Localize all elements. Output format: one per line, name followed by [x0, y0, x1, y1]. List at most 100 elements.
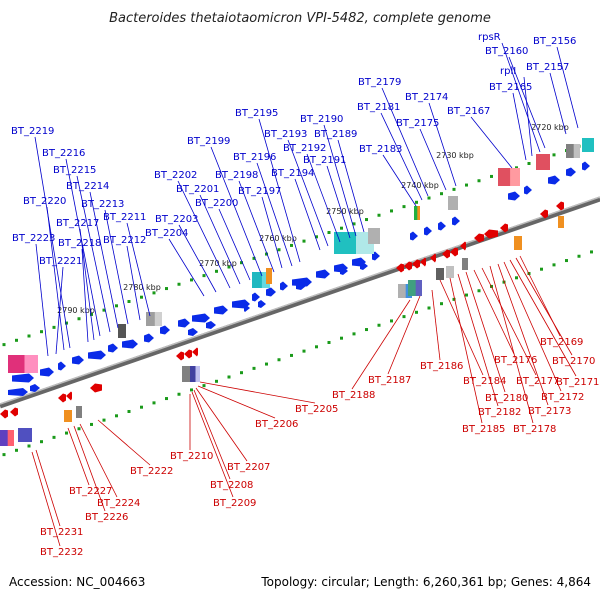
scale-label: 2720 kbp: [531, 123, 569, 132]
forward-gene-arrow: [252, 292, 260, 302]
tick-mark: [77, 317, 81, 321]
tick-mark: [552, 153, 556, 157]
leader-line: [67, 427, 90, 486]
leader-line: [556, 46, 579, 129]
reverse-gene-arrow: [90, 383, 102, 393]
tick-mark: [177, 392, 181, 396]
forward-gene-arrow: [244, 304, 250, 312]
tick-mark: [452, 297, 456, 301]
reverse-gene-label: BT_2170: [552, 356, 595, 367]
leader-line: [449, 277, 483, 424]
leader-line: [35, 449, 61, 527]
forward-gene-label: BT_2215: [53, 165, 96, 176]
tick-mark: [165, 287, 168, 291]
forward-gene-label: BT_2156: [533, 36, 576, 47]
backbone-highlight: [0, 196, 600, 405]
reverse-gene-arrow: [192, 347, 198, 357]
rna-block: [536, 154, 550, 170]
reverse-gene-label: BT_2172: [541, 392, 584, 403]
tick-mark: [127, 299, 131, 303]
rna-block: [266, 268, 272, 284]
tick-mark: [277, 248, 281, 252]
scale-label: 2780 kbp: [123, 283, 161, 292]
tick-mark: [515, 166, 518, 170]
tick-mark: [252, 366, 256, 370]
forward-gene-label: BT_2198: [215, 170, 258, 181]
pseudogene-block: [118, 324, 126, 338]
forward-gene-label: BT_2189: [314, 129, 357, 140]
leader-line: [351, 299, 411, 390]
tick-mark: [65, 431, 68, 435]
leader-line: [31, 451, 61, 547]
leader-line: [126, 222, 151, 317]
leader-line: [195, 387, 248, 462]
reverse-gene-label: BT_2224: [97, 498, 140, 509]
reverse-gene-arrow: [450, 247, 458, 257]
forward-gene-arrow: [438, 221, 446, 231]
leader-line: [256, 162, 293, 267]
tick-mark: [77, 427, 81, 431]
leader-line: [168, 238, 205, 297]
tick-mark: [265, 362, 268, 366]
forward-gene-label: BT_2199: [187, 136, 230, 147]
pseudogene-block-part: [573, 144, 580, 158]
forward-gene-label: BT_2211: [103, 212, 146, 223]
tick-mark: [302, 349, 306, 353]
leader-line: [306, 153, 341, 243]
tick-mark: [40, 440, 43, 444]
forward-gene-arrow: [566, 167, 576, 177]
forward-gene-label: BT_2160: [485, 46, 528, 57]
forward-gene-label: BT_2218: [58, 238, 101, 249]
leader-line: [323, 124, 357, 237]
leader-line: [439, 279, 484, 376]
forward-gene-arrow: [582, 161, 590, 171]
rna-block-part: [7, 430, 14, 446]
forward-gene-label: BT_2167: [447, 106, 490, 117]
forward-gene-arrow: [452, 216, 460, 226]
tick-mark: [365, 218, 368, 222]
rna-block-part: [261, 272, 270, 288]
leader-line: [258, 118, 301, 263]
tick-mark: [302, 239, 306, 243]
gene-track: [0, 138, 594, 446]
reverse-gene-label: BT_2210: [170, 451, 213, 462]
tick-mark: [477, 289, 481, 293]
label-leaders: [31, 42, 579, 547]
tick-mark: [202, 274, 206, 278]
leader-line: [326, 165, 351, 239]
pseudogene-block: [368, 228, 380, 244]
tick-mark: [290, 353, 293, 357]
forward-gene-arrow: [340, 267, 348, 275]
reverse-gene-label: BT_2232: [40, 547, 83, 558]
leader-line: [512, 92, 527, 161]
leader-line: [473, 269, 515, 355]
reverse-gene-arrow: [58, 393, 66, 403]
leader-line: [470, 116, 513, 169]
tick-mark: [227, 265, 231, 269]
forward-gene-arrow: [266, 287, 276, 297]
tick-mark: [352, 222, 356, 226]
leader-line: [549, 72, 567, 135]
reverse-gene-label: BT_2177: [516, 376, 559, 387]
leader-line: [509, 259, 577, 377]
reverse-gene-label: BT_2171: [556, 377, 599, 388]
reverse-gene-label: BT_2173: [528, 406, 571, 417]
forward-gene-label: BT_2219: [11, 126, 54, 137]
forward-gene-arrow: [30, 384, 40, 392]
reverse-gene-arrow: [556, 201, 564, 211]
tick-mark: [240, 261, 243, 265]
forward-gene-arrow: [214, 305, 228, 315]
rna-block-part: [417, 206, 420, 220]
forward-gene-label: BT_2190: [300, 114, 343, 125]
tick-mark: [377, 323, 381, 327]
forward-gene-arrow: [12, 373, 34, 383]
reverse-gene-label: BT_2231: [40, 527, 83, 538]
forward-gene-label: BT_2217: [56, 218, 99, 229]
leader-line: [76, 175, 111, 333]
reverse-gene-label: BT_2187: [368, 375, 411, 386]
forward-gene-label: BT_2204: [145, 228, 188, 239]
tick-mark: [415, 200, 418, 204]
tick-mark: [90, 422, 93, 426]
map-title: Bacteroides thetaiotaomicron VPI-5482, c…: [109, 11, 491, 26]
leader-line: [178, 224, 217, 293]
